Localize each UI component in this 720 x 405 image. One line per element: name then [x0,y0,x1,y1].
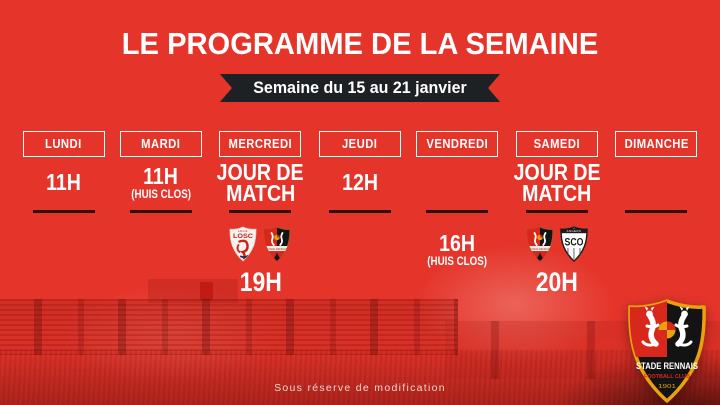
day-label: LUNDI [45,137,82,151]
crest-sub-text: FOOTBALL CLUB [644,374,690,380]
column-underline [229,210,292,213]
time-text: JOUR DE [216,158,304,185]
day-box-samedi: SAMEDI [515,131,598,157]
day-box-vendredi: VENDREDI [416,131,499,157]
time-text-line2: MATCH [225,179,295,206]
sco-name-text: SCO [564,237,583,249]
late-time-note: (HUIS CLOS) [427,256,487,268]
match-logos-mercredi: LILLE LOSC [229,226,291,262]
time-slot-mardi: 11H (HUIS CLOS) [126,157,196,210]
day-box-lundi: LUNDI [22,131,105,157]
wall-club-logo [200,282,213,300]
day-box-jeudi: JEUDI [318,131,401,157]
match-slot-vendredi: 16H (HUIS CLOS) [422,213,492,313]
schedule-grid: LUNDI 11H MARDI 11H (HUIS CLOS) [15,131,705,313]
column-underline [525,210,588,213]
day-label: SAMEDI [533,137,580,151]
day-box-dimanche: DIMANCHE [615,131,698,157]
day-column-vendredi: VENDREDI 16H (HUIS CLOS) [409,131,506,313]
stade-rennais-crest-icon: STADE RENNAIS FOOTBALL CLUB 1901 [628,299,706,403]
day-column-samedi: SAMEDI JOUR DE MATCH [506,131,608,313]
day-box-mardi: MARDI [119,131,202,157]
time-slot-jeudi: 12H [339,157,381,210]
day-column-dimanche: DIMANCHE [608,131,705,313]
losc-city-text: LILLE [238,229,248,233]
day-column-jeudi: JEUDI 12H [311,131,408,313]
day-label: DIMANCHE [624,137,689,151]
day-column-mercredi: MERCREDI JOUR DE MATCH LILLE LOSC [209,131,311,313]
losc-crest-icon: LILLE LOSC [229,226,257,262]
day-column-lundi: LUNDI 11H [15,131,112,313]
late-time-text: 16H [439,230,476,256]
late-time-vendredi: 16H (HUIS CLOS) [422,230,492,269]
building-tower [148,279,238,303]
column-underline [328,210,391,213]
day-label: MARDI [141,137,181,151]
srfc-band-text: STADE RENNAIS [529,248,551,251]
subtitle-ribbon: Semaine du 15 au 21 janvier [220,74,500,102]
disclaimer-text: Sous réserve de modification [274,382,446,394]
time-text: 11H [143,163,179,189]
losc-name-text: LOSC [233,234,254,240]
day-box-mercredi: MERCREDI [219,131,302,157]
kickoff-time-samedi: 20H [535,267,578,297]
time-slot-samedi: JOUR DE MATCH [506,157,608,210]
column-underline [129,210,192,213]
column-underline [426,210,489,213]
column-underline [32,210,95,213]
sco-city-text: ANGERS [566,229,581,233]
crest-year: 1901 [658,384,676,390]
day-label: VENDREDI [426,137,488,151]
subtitle-text: Semaine du 15 au 21 janvier [253,78,467,97]
time-slot-mercredi: JOUR DE MATCH [209,157,311,210]
angers-sco-crest-icon: ANGERS SCO [560,226,588,262]
match-slot-mercredi: LILLE LOSC [229,213,291,313]
time-text: JOUR DE [513,158,601,185]
match-logos-samedi: STADE RENNAIS ANGERS SCO [526,226,588,262]
haze-overlay [15,265,325,405]
building-silhouette-left [0,299,458,355]
srfc-band-text: STADE RENNAIS [267,248,289,251]
match-slot-samedi: STADE RENNAIS ANGERS SCO [526,213,588,313]
time-note: (HUIS CLOS) [130,189,191,201]
time-text: 12H [342,169,378,195]
page-title: LE PROGRAMME DE LA SEMAINE [121,26,599,61]
kickoff-time-mercredi: 19H [239,267,282,297]
day-label: JEUDI [342,137,378,151]
time-text-line2: MATCH [522,179,592,206]
day-label: MERCREDI [228,137,293,151]
time-slot-lundi: 11H [43,157,84,210]
crest-club-name: STADE RENNAIS [636,361,698,371]
column-underline [625,210,688,213]
time-text: 11H [46,169,81,195]
day-column-mardi: MARDI 11H (HUIS CLOS) [112,131,209,313]
stade-rennais-crest-icon: STADE RENNAIS [263,226,291,262]
stade-rennais-crest-icon: STADE RENNAIS [526,226,554,262]
